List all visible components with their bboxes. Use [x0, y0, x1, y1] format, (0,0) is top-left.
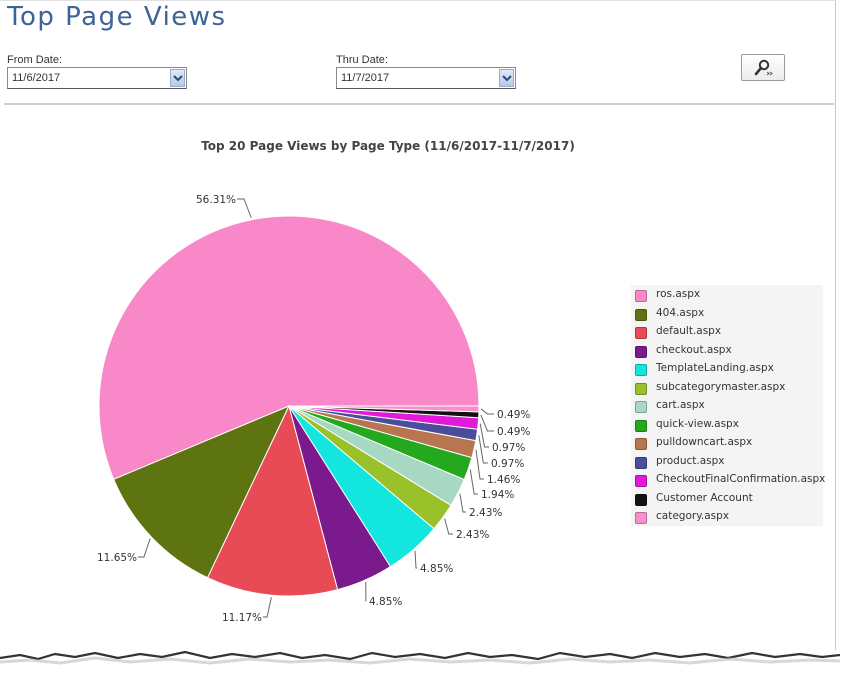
chevron-down-icon[interactable] — [170, 69, 185, 87]
data-label: 11.65% — [97, 552, 137, 564]
label-leader-line — [478, 435, 488, 464]
chevron-down-icon[interactable] — [499, 69, 514, 87]
legend-swatch-icon — [635, 512, 647, 524]
legend-label: TemplateLanding.aspx — [656, 362, 774, 374]
legend-label: subcategorymaster.aspx — [656, 380, 786, 393]
legend-swatch-icon — [635, 401, 647, 413]
divider — [4, 103, 834, 105]
data-label: 1.94% — [481, 489, 514, 501]
pie-slice — [288, 405, 480, 413]
legend-label: category.aspx — [656, 510, 730, 522]
legend-swatch-icon — [635, 364, 647, 376]
data-label: 0.49% — [497, 426, 530, 438]
report-panel — [0, 0, 836, 650]
legend-swatch-icon — [635, 382, 647, 395]
data-label: 0.97% — [491, 458, 524, 470]
legend-swatch-icon — [635, 345, 647, 358]
thru-date-label: Thru Date: — [336, 54, 388, 66]
thru-date-value: 11/7/2017 — [341, 72, 390, 84]
label-leader-line — [137, 538, 151, 558]
legend-swatch-icon — [635, 475, 647, 487]
from-date-value: 11/6/2017 — [12, 72, 61, 84]
legend-label: default.aspx — [656, 325, 722, 337]
label-leader-line — [469, 469, 478, 495]
label-leader-line — [480, 414, 494, 432]
thru-date-select[interactable]: 11/7/2017 — [336, 67, 516, 89]
pie-slice — [98, 215, 480, 480]
data-label: 11.17% — [222, 612, 262, 624]
page-title: Top Page Views — [7, 2, 227, 32]
legend-label: ros.aspx — [656, 288, 701, 300]
legend-swatch-icon — [635, 308, 647, 321]
label-leader-line — [459, 493, 466, 513]
search-icon — [754, 59, 773, 76]
data-label: 2.43% — [469, 507, 502, 519]
legend-label: 404.aspx — [656, 306, 705, 319]
search-button[interactable] — [741, 54, 785, 81]
data-label: 4.85% — [420, 563, 453, 575]
label-leader-line — [475, 449, 484, 480]
label-leader-line — [236, 198, 252, 218]
legend-label: cart.aspx — [656, 399, 705, 411]
legend-label: CheckoutFinalConfirmation.aspx — [656, 473, 826, 485]
legend-label: quick-view.aspx — [656, 417, 739, 430]
chart-legend: ros.aspx 404.aspx default.aspx checkout.asp… — [631, 285, 826, 526]
legend-swatch-icon — [635, 438, 647, 450]
legend-swatch-icon — [635, 327, 647, 339]
data-label: 0.97% — [492, 442, 525, 454]
data-label: 2.43% — [456, 529, 489, 541]
pie-slice — [206, 404, 339, 597]
label-leader-line — [480, 408, 494, 415]
legend-swatch-icon — [635, 456, 647, 469]
legend-label: product.aspx — [656, 454, 725, 467]
data-label: 4.85% — [369, 596, 402, 608]
pie-slice — [113, 405, 291, 579]
torn-edge — [0, 650, 851, 673]
legend-swatch-icon — [635, 419, 647, 432]
legend-label: Customer Account — [656, 491, 753, 504]
legend-label: checkout.aspx — [656, 343, 732, 356]
legend-swatch-icon — [635, 290, 647, 302]
label-leader-line — [444, 518, 453, 535]
legend-swatch-icon — [635, 493, 647, 506]
data-label: 0.49% — [497, 409, 530, 421]
legend-label: pulldowncart.aspx — [656, 436, 753, 448]
chart-title: Top 20 Page Views by Page Type (11/6/201… — [201, 139, 575, 153]
from-date-select[interactable]: 11/6/2017 — [7, 67, 187, 89]
label-leader-line — [414, 550, 417, 569]
label-leader-line — [479, 423, 489, 448]
from-date-label: From Date: — [7, 54, 63, 66]
data-label: 1.46% — [487, 474, 520, 486]
data-label: 56.31% — [196, 194, 236, 206]
label-leader-line — [262, 597, 272, 618]
